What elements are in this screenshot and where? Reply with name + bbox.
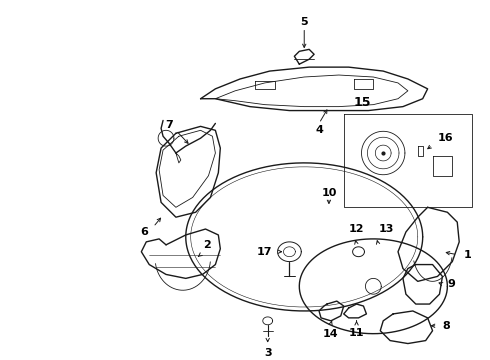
Text: 2: 2 [203, 240, 211, 250]
Text: 13: 13 [378, 224, 393, 234]
Text: 16: 16 [438, 133, 453, 143]
Text: 11: 11 [349, 328, 364, 338]
Text: 15: 15 [354, 96, 371, 109]
Text: 3: 3 [264, 348, 271, 359]
Text: 17: 17 [257, 247, 272, 257]
Text: 1: 1 [464, 250, 472, 260]
Text: 14: 14 [323, 329, 339, 339]
Text: 6: 6 [140, 227, 148, 237]
Text: 8: 8 [442, 321, 450, 331]
Text: 12: 12 [349, 224, 364, 234]
Text: 4: 4 [315, 125, 323, 135]
Text: 7: 7 [165, 120, 173, 130]
Text: 9: 9 [447, 279, 455, 289]
Text: 5: 5 [300, 17, 308, 27]
Text: 10: 10 [321, 188, 337, 198]
